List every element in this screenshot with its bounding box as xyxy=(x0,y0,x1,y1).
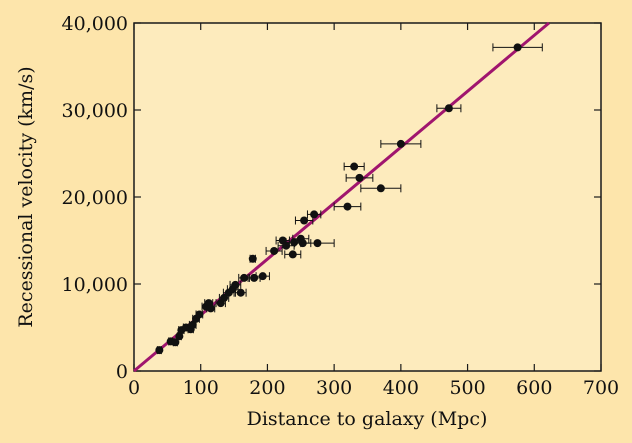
data-point xyxy=(290,238,299,247)
data-point xyxy=(355,173,364,182)
data-point xyxy=(250,273,259,282)
data-point xyxy=(343,202,352,211)
data-point xyxy=(231,280,240,289)
y-tick-label: 0 xyxy=(116,361,128,383)
data-point xyxy=(175,332,184,341)
data-point xyxy=(258,272,267,281)
x-tick-label: 400 xyxy=(383,377,419,399)
y-axis-title: Recessional velocity (km/s) xyxy=(15,66,37,327)
x-tick-label: 300 xyxy=(316,377,352,399)
x-tick-label: 700 xyxy=(583,377,619,399)
data-point xyxy=(288,250,297,259)
data-point xyxy=(206,304,215,313)
data-point xyxy=(171,338,180,347)
data-point xyxy=(376,184,385,193)
y-tick-label: 30,000 xyxy=(62,100,128,122)
data-point xyxy=(236,288,245,297)
data-point xyxy=(240,273,249,282)
x-tick-label: 600 xyxy=(516,377,552,399)
data-point xyxy=(313,239,322,248)
data-point xyxy=(310,210,319,219)
data-point xyxy=(513,43,522,52)
data-point xyxy=(444,104,453,113)
data-point xyxy=(155,346,164,355)
y-tick-label: 40,000 xyxy=(62,13,128,35)
y-tick-label: 10,000 xyxy=(62,274,128,296)
data-point xyxy=(350,162,359,171)
data-point xyxy=(195,310,204,319)
data-point xyxy=(300,216,309,225)
x-axis-ticks: 0 100 200 300 400 500 600 700 xyxy=(128,23,619,399)
x-tick-label: 100 xyxy=(183,377,219,399)
x-tick-label: 200 xyxy=(249,377,285,399)
data-point xyxy=(396,139,405,148)
x-axis-title: Distance to galaxy (Mpc) xyxy=(247,408,488,430)
data-points xyxy=(155,43,543,355)
data-point xyxy=(270,246,279,255)
y-tick-label: 20,000 xyxy=(62,187,128,209)
x-tick-label: 0 xyxy=(128,377,140,399)
data-point xyxy=(248,254,257,263)
data-point xyxy=(188,320,197,329)
plot-area xyxy=(133,22,602,372)
y-axis-ticks: 0 10,000 20,000 30,000 40,000 xyxy=(62,13,601,383)
data-point xyxy=(220,293,229,302)
x-tick-label: 500 xyxy=(449,377,485,399)
